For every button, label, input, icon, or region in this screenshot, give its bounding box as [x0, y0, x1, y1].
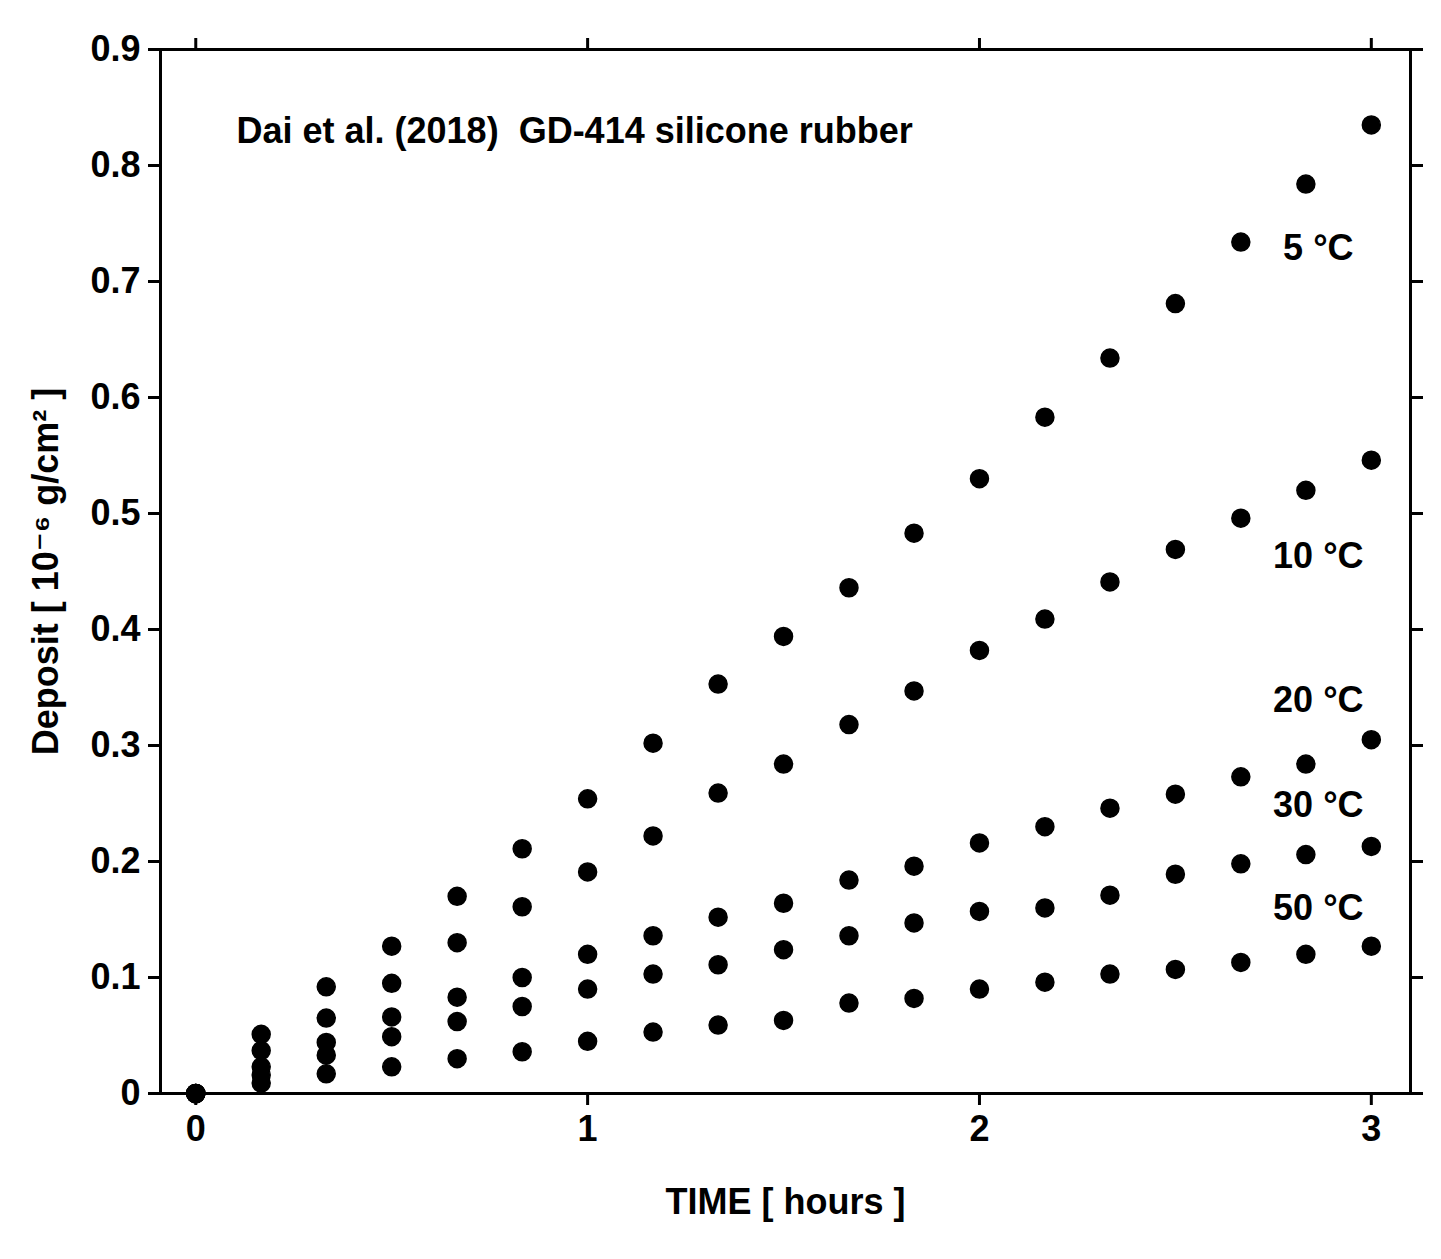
svg-text:3: 3: [1361, 1108, 1381, 1149]
svg-text:0: 0: [186, 1108, 206, 1149]
svg-text:2: 2: [969, 1108, 989, 1149]
svg-text:20 °C: 20 °C: [1273, 679, 1363, 720]
svg-text:TIME [ hours ]: TIME [ hours ]: [666, 1181, 906, 1222]
svg-text:0: 0: [120, 1072, 140, 1113]
svg-text:0.9: 0.9: [90, 28, 140, 69]
svg-text:Deposit [ 10⁻⁶ g/cm² ]: Deposit [ 10⁻⁶ g/cm² ]: [25, 388, 66, 756]
svg-text:10 °C: 10 °C: [1273, 535, 1363, 576]
svg-text:0.5: 0.5: [90, 492, 140, 533]
svg-text:0.3: 0.3: [90, 724, 140, 765]
svg-text:0.6: 0.6: [90, 376, 140, 417]
svg-text:30 °C: 30 °C: [1273, 784, 1363, 825]
svg-text:5 °C: 5 °C: [1283, 227, 1353, 268]
svg-text:0.8: 0.8: [90, 144, 140, 185]
svg-text:50 °C: 50 °C: [1273, 887, 1363, 928]
svg-text:1: 1: [578, 1108, 598, 1149]
svg-text:0.1: 0.1: [90, 956, 140, 997]
svg-text:0.7: 0.7: [90, 260, 140, 301]
svg-text:Dai et al. (2018) GD-414 sili: Dai et al. (2018) GD-414 silicone rubber: [237, 110, 913, 151]
svg-text:0.4: 0.4: [90, 608, 140, 649]
svg-text:0.2: 0.2: [90, 840, 140, 881]
